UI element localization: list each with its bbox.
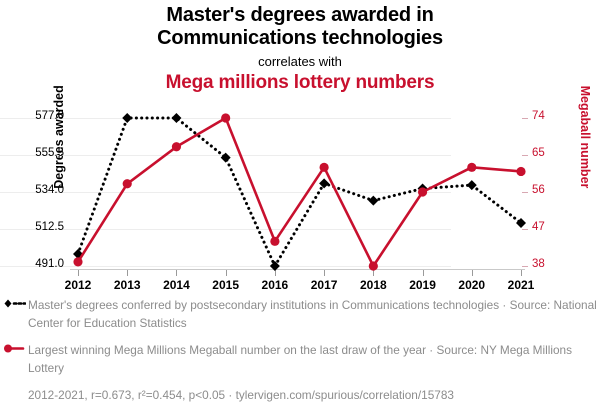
list-item: Master's degrees conferred by postsecond… [0, 296, 600, 332]
x-axis-tick-label: 2017 [310, 278, 338, 292]
x-axis-tick-label: 2021 [507, 278, 535, 292]
gridline [0, 118, 451, 119]
black-diamond-dotted-line-icon [2, 297, 27, 310]
x-axis-tick-mark [471, 270, 473, 276]
y-axis-right-tick-mark [522, 118, 528, 119]
y-axis-left-title: Degrees awarded [52, 85, 66, 189]
data-point-0 [368, 195, 379, 206]
x-axis-line [70, 269, 525, 270]
x-axis-tick-label: 2016 [261, 278, 289, 292]
x-axis-tick-mark [274, 270, 276, 276]
data-point-1 [319, 162, 329, 172]
chart-title-block: Master's degrees awarded in Communicatio… [0, 4, 600, 94]
y-axis-right-tick-label: 65 [532, 147, 545, 159]
data-point-0 [73, 248, 83, 259]
y-axis-left-tick-label: 491.0 [35, 258, 64, 270]
legend-label-megaball: Largest winning Mega Millions Megaball n… [28, 343, 573, 375]
y-axis-right-tick-mark [522, 229, 528, 230]
data-point-1 [171, 142, 182, 152]
data-point-0 [319, 178, 330, 189]
x-axis-tick-label: 2018 [359, 278, 387, 292]
y-axis-right-tick-label: 74 [532, 110, 545, 122]
y-axis-right-tick-label: 56 [532, 184, 545, 196]
correlates-with-label: correlates with [258, 54, 342, 69]
x-axis-tick-mark [422, 270, 424, 276]
y-axis-left-tick-label: 512.5 [35, 221, 64, 233]
x-axis-tick-mark [78, 270, 79, 276]
gridline [0, 192, 451, 193]
x-axis-tick-label: 2020 [458, 278, 486, 292]
list-item: Largest winning Mega Millions Megaball n… [0, 341, 600, 377]
data-point-1 [270, 236, 280, 246]
x-axis-tick-label: 2014 [163, 278, 190, 292]
legend: Master's degrees conferred by postsecond… [0, 296, 600, 403]
y-axis-right-tick-mark [522, 192, 528, 193]
x-axis-tick-mark [225, 270, 227, 276]
legend-label-degrees: Master's degrees conferred by postsecond… [28, 298, 597, 330]
x-axis-tick-label: 2019 [409, 278, 436, 292]
gridline [0, 266, 451, 267]
x-axis-tick-mark [521, 270, 522, 276]
data-point-1 [467, 162, 477, 172]
data-point-0 [466, 180, 477, 191]
data-point-1 [122, 179, 132, 189]
data-point-1 [516, 166, 526, 177]
x-axis-tick-label: 2012 [64, 278, 92, 292]
x-axis-tick-mark [127, 270, 129, 276]
page-title-line1: Master's degrees awarded in [166, 4, 434, 26]
x-axis-tick-label: 2013 [113, 278, 141, 292]
y-axis-left-tick-label: 577.0 [35, 110, 64, 122]
page-subtitle: Mega millions lottery numbers [165, 72, 435, 93]
page-title-line2: Communications technologies [157, 27, 443, 49]
data-point-0 [516, 217, 526, 228]
y-axis-right-tick-mark [522, 155, 528, 156]
red-circle-solid-line-icon [2, 342, 26, 355]
y-axis-left-tick-label: 555.5 [35, 147, 64, 159]
y-axis-right-tick-label: 38 [532, 258, 545, 270]
y-axis-right-tick-mark [522, 266, 528, 267]
x-axis-tick-label: 2015 [212, 278, 239, 292]
correlation-stats-footer: 2012-2021, r=0.673, r²=0.454, p<0.05 · t… [28, 388, 454, 402]
gridline [0, 229, 451, 230]
x-axis-tick-mark [176, 270, 178, 276]
x-axis-tick-mark [373, 270, 375, 276]
gridline [0, 155, 451, 156]
x-axis-tick-mark [324, 270, 326, 276]
y-axis-right-tick-label: 47 [532, 221, 545, 233]
y-axis-right-title: Megaball number [578, 85, 592, 189]
y-axis-left-tick-label: 534.0 [35, 184, 64, 196]
